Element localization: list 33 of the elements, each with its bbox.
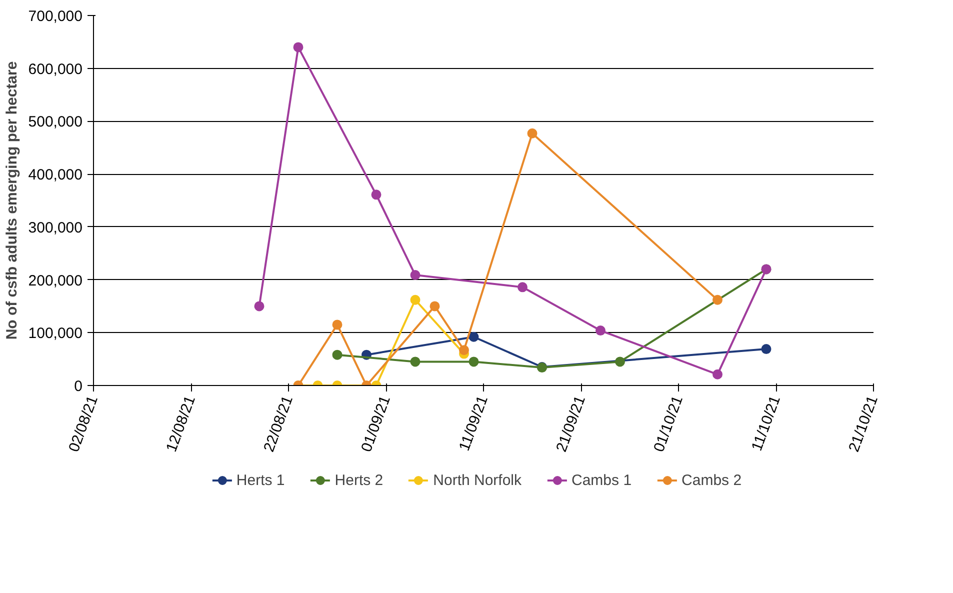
y-tick-label: 0 [74,378,82,395]
point [468,332,479,342]
legend-label: North Norfolk [433,472,522,488]
point [761,344,772,354]
point [468,356,479,367]
point [459,345,469,356]
legend-label: Cambs 2 [682,472,742,488]
legend-label: Herts 2 [334,472,384,488]
y-axis-title: No of csfb adults emerging per hectare [3,61,20,340]
y-tick-label: 100,000 [28,325,83,342]
point [518,282,528,292]
point [430,301,440,312]
point [596,326,606,336]
point [332,350,342,360]
point [712,294,722,305]
y-tick-label: 500,000 [28,114,83,131]
legend-label: Cambs 1 [572,472,632,488]
y-tick-label: 300,000 [28,219,83,236]
point [371,190,382,200]
point [410,356,420,367]
y-tick-label: 700,000 [28,8,83,25]
y-tick-label: 600,000 [28,60,83,78]
point [293,42,304,52]
point [410,294,420,305]
point [254,301,264,312]
y-tick-label: 400,000 [28,166,83,184]
y-tick-label: 200,000 [28,272,83,290]
legend-label: Herts 1 [236,472,285,488]
point [615,356,625,367]
point [712,369,722,380]
point [410,270,420,280]
point [332,320,342,330]
point [527,128,538,138]
